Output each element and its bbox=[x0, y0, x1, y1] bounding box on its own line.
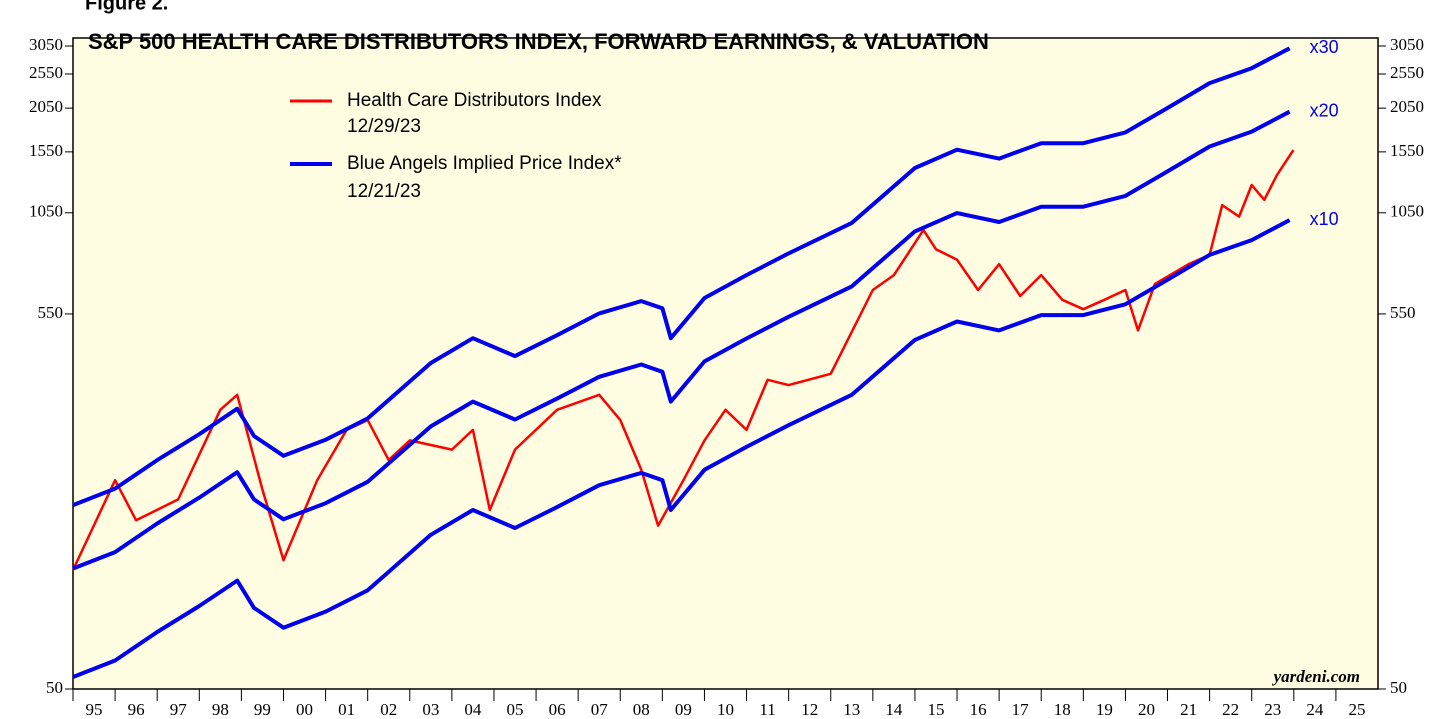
y-tick-label: 2050 bbox=[29, 97, 63, 116]
x-tick-label: 20 bbox=[1138, 700, 1155, 719]
x-tick-label: 10 bbox=[717, 700, 734, 719]
chart-title: S&P 500 HEALTH CARE DISTRIBUTORS INDEX, … bbox=[88, 29, 989, 54]
x-tick-label: 03 bbox=[422, 700, 439, 719]
series-end-label: x20 bbox=[1310, 100, 1339, 120]
y-tick-label: 3050 bbox=[29, 35, 63, 54]
x-tick-label: 12 bbox=[801, 700, 818, 719]
y-tick-label-right: 550 bbox=[1390, 303, 1416, 322]
x-tick-label: 95 bbox=[86, 700, 103, 719]
series-end-label: x30 bbox=[1310, 37, 1339, 57]
series-line bbox=[71, 149, 1295, 571]
x-tick-label: 18 bbox=[1054, 700, 1071, 719]
x-tick-label: 22 bbox=[1222, 700, 1239, 719]
legend-date: 12/29/23 bbox=[347, 116, 421, 137]
x-tick-label: 23 bbox=[1264, 700, 1281, 719]
y-tick-label-right: 50 bbox=[1390, 678, 1407, 697]
y-tick-label: 1050 bbox=[29, 202, 63, 221]
x-tick-label: 11 bbox=[759, 700, 775, 719]
series-end-label: x10 bbox=[1310, 209, 1339, 229]
x-tick-label: 17 bbox=[1012, 700, 1030, 719]
series-line bbox=[72, 46, 1291, 507]
x-tick-label: 25 bbox=[1348, 700, 1365, 719]
y-tick-label: 1550 bbox=[29, 141, 63, 160]
source: yardeni.com bbox=[1272, 667, 1360, 686]
x-tick-label: 98 bbox=[212, 700, 229, 719]
legend-label: Health Care Distributors Index bbox=[347, 90, 602, 111]
series-line bbox=[72, 109, 1291, 571]
x-tick-label: 02 bbox=[380, 700, 397, 719]
x-tick-label: 13 bbox=[843, 700, 860, 719]
y-tick-label-right: 1550 bbox=[1390, 141, 1424, 160]
y-tick-label: 50 bbox=[46, 678, 63, 697]
x-tick-label: 07 bbox=[591, 700, 609, 719]
x-tick-label: 05 bbox=[507, 700, 524, 719]
x-tick-label: 24 bbox=[1306, 700, 1324, 719]
x-tick-label: 21 bbox=[1180, 700, 1197, 719]
y-tick-label-right: 2050 bbox=[1390, 97, 1424, 116]
x-tick-label: 19 bbox=[1096, 700, 1113, 719]
x-tick-label: 16 bbox=[970, 700, 987, 719]
x-tick-label: 01 bbox=[338, 700, 355, 719]
y-tick-label-right: 3050 bbox=[1390, 35, 1424, 54]
plot-area bbox=[72, 37, 1379, 690]
x-tick-label: 99 bbox=[254, 700, 271, 719]
y-tick-label-right: 2550 bbox=[1390, 63, 1424, 82]
y-tick-label-right: 1050 bbox=[1390, 202, 1424, 221]
figure-label: Figure 2. bbox=[85, 0, 168, 14]
x-tick-label: 96 bbox=[128, 700, 145, 719]
x-tick-label: 04 bbox=[464, 700, 482, 719]
x-tick-label: 00 bbox=[296, 700, 313, 719]
series-line bbox=[72, 218, 1291, 679]
x-tick-label: 97 bbox=[170, 700, 188, 719]
x-tick-label: 08 bbox=[633, 700, 650, 719]
y-tick-label: 2550 bbox=[29, 63, 63, 82]
y-tick-label: 550 bbox=[38, 303, 64, 322]
x-tick-label: 09 bbox=[675, 700, 692, 719]
x-tick-label: 06 bbox=[549, 700, 566, 719]
legend-label: Blue Angels Implied Price Index* bbox=[347, 153, 622, 174]
x-tick-label: 14 bbox=[885, 700, 903, 719]
legend-date: 12/21/23 bbox=[347, 181, 421, 202]
x-tick-label: 15 bbox=[927, 700, 944, 719]
